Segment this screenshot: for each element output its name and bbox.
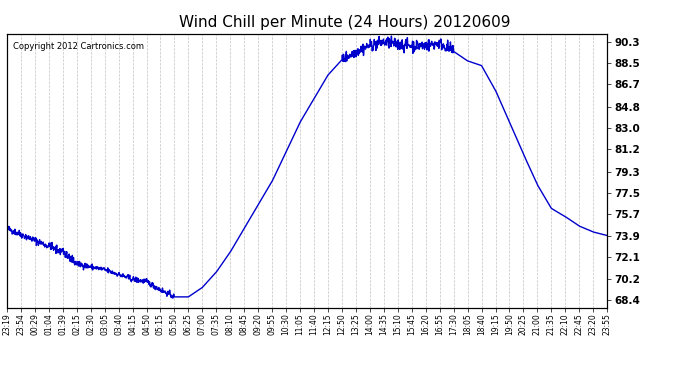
Text: Wind Chill per Minute (24 Hours) 20120609: Wind Chill per Minute (24 Hours) 2012060…	[179, 15, 511, 30]
Text: Copyright 2012 Cartronics.com: Copyright 2012 Cartronics.com	[13, 42, 144, 51]
